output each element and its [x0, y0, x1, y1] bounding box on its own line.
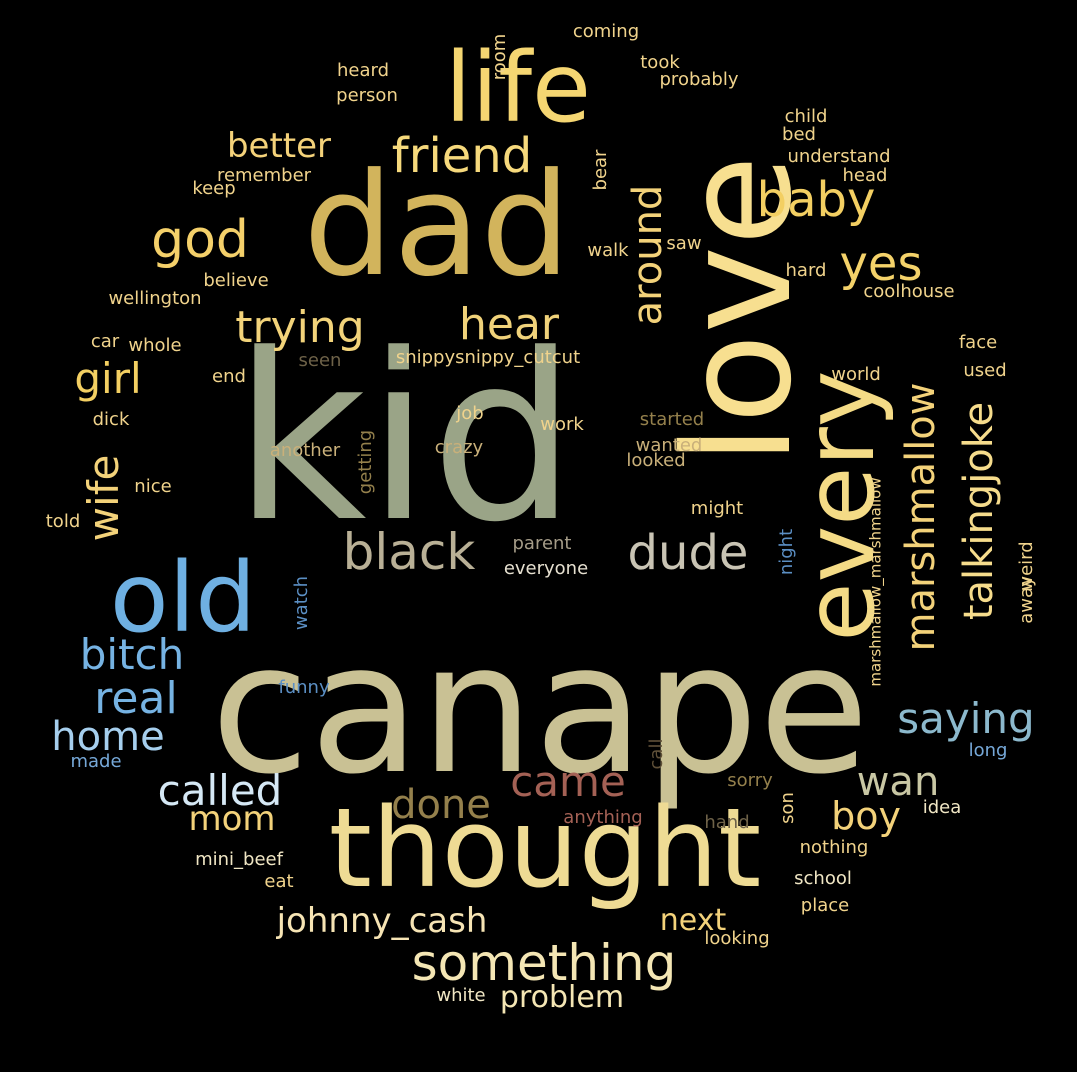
- word-watch: watch: [291, 575, 312, 631]
- word-work: work: [540, 414, 584, 435]
- word-bitch: bitch: [79, 630, 185, 679]
- word-god: god: [151, 210, 249, 270]
- word-called: called: [157, 766, 283, 815]
- word-heard: heard: [336, 60, 390, 81]
- word-marshmallow-marshmallow: marshmallow_marshmallow: [866, 477, 885, 687]
- word-might: might: [690, 498, 744, 519]
- word-understand: understand: [787, 146, 891, 167]
- word-another: another: [269, 440, 341, 461]
- word-used: used: [963, 360, 1007, 381]
- word-sorry: sorry: [727, 770, 773, 791]
- word-room: room: [489, 33, 510, 81]
- word-keep: keep: [192, 178, 236, 199]
- word-face: face: [958, 332, 998, 353]
- word-white: white: [436, 985, 486, 1006]
- word-baby: baby: [756, 172, 876, 228]
- word-dude: dude: [627, 525, 749, 581]
- word-johnny-cash: johnny_cash: [276, 901, 488, 941]
- word-idea: idea: [922, 797, 962, 818]
- word-talkingjoke: talkingjoke: [956, 401, 1002, 621]
- word-nice: nice: [134, 476, 172, 497]
- word-parent: parent: [512, 533, 572, 554]
- word-place: place: [800, 895, 850, 916]
- word-friend: friend: [391, 128, 533, 184]
- word-real: real: [94, 673, 178, 724]
- word-looking: looking: [704, 928, 770, 949]
- word-job: job: [456, 403, 484, 424]
- word-came: came: [510, 757, 626, 806]
- word-kid: kid: [233, 306, 577, 573]
- word-marshmallow: marshmallow: [898, 382, 944, 652]
- word-night: night: [776, 528, 797, 576]
- word-coolhouse: coolhouse: [863, 281, 955, 302]
- word-child: child: [784, 106, 828, 127]
- word-girl: girl: [74, 354, 142, 403]
- word-wan: wan: [856, 759, 940, 805]
- word-looked: looked: [626, 450, 686, 471]
- word-told: told: [45, 511, 81, 532]
- word-hard: hard: [785, 260, 827, 281]
- word-bed: bed: [782, 124, 816, 145]
- word-took: took: [640, 52, 680, 73]
- word-anything: anything: [563, 807, 643, 828]
- word-made: made: [70, 751, 122, 772]
- word-wife: wife: [79, 454, 128, 542]
- word-end: end: [212, 366, 246, 387]
- word-snippysnippy-cutcut: snippysnippy_cutcut: [395, 347, 581, 368]
- word-life: life: [444, 32, 592, 144]
- word-black: black: [342, 523, 476, 581]
- word-mini-beef: mini_beef: [195, 849, 283, 870]
- word-saying: saying: [897, 694, 1035, 743]
- word-canape: canape: [210, 605, 870, 814]
- word-thought: thought: [328, 784, 762, 912]
- word-world: world: [831, 364, 881, 385]
- word-wellington: wellington: [108, 288, 202, 309]
- word-around: around: [625, 184, 671, 326]
- word-something: something: [411, 934, 677, 992]
- word-coming: coming: [572, 21, 640, 42]
- word-started: started: [639, 409, 705, 430]
- word-hear: hear: [458, 299, 560, 350]
- word-son: son: [777, 792, 798, 824]
- word-better: better: [226, 126, 332, 166]
- word-getting: getting: [355, 429, 376, 495]
- word-call: call: [646, 738, 667, 770]
- word-dad: dad: [303, 143, 571, 308]
- word-bear: bear: [590, 149, 611, 191]
- word-eat: eat: [264, 871, 294, 892]
- word-yes: yes: [839, 236, 923, 292]
- word-nothing: nothing: [799, 837, 869, 858]
- word-wanted: wanted: [635, 435, 703, 456]
- word-head: head: [842, 165, 888, 186]
- word-next: next: [659, 903, 727, 938]
- word-home: home: [51, 714, 165, 760]
- word-saw: saw: [666, 233, 702, 254]
- word-trying: trying: [235, 302, 365, 353]
- word-walk: walk: [587, 240, 629, 261]
- word-crazy: crazy: [434, 437, 484, 458]
- word-funny: funny: [278, 677, 330, 698]
- word-problem: problem: [499, 980, 625, 1015]
- word-seen: seen: [298, 350, 342, 371]
- word-hand: hand: [704, 812, 750, 833]
- word-everyone: everyone: [503, 558, 589, 579]
- word-old: old: [109, 542, 257, 654]
- word-believe: believe: [203, 270, 269, 291]
- word-away: away: [1016, 576, 1037, 624]
- word-remember: remember: [216, 165, 312, 186]
- word-probably: probably: [659, 69, 739, 90]
- word-done: done: [391, 782, 491, 828]
- word-school: school: [794, 868, 852, 889]
- word-car: car: [90, 331, 120, 352]
- word-whole: whole: [128, 335, 182, 356]
- word-person: person: [336, 85, 398, 106]
- word-mom: mom: [188, 799, 276, 839]
- word-long: long: [968, 740, 1008, 761]
- word-boy: boy: [831, 794, 901, 838]
- word-dick: dick: [92, 409, 130, 430]
